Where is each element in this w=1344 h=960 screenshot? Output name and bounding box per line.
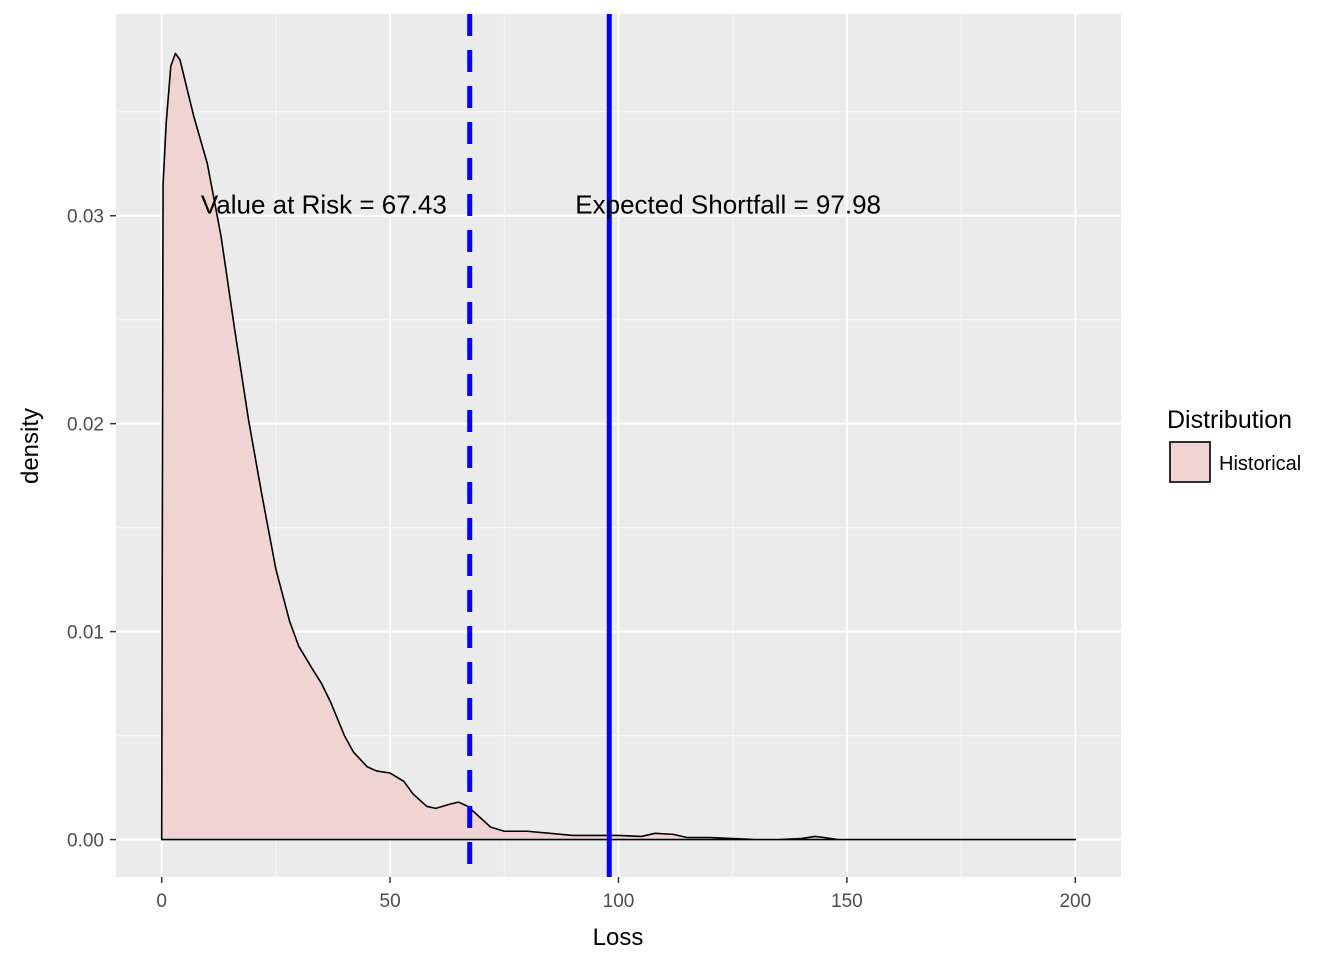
y-tick-label: 0.02 — [67, 415, 104, 436]
x-tick-label: 0 — [156, 891, 167, 912]
x-tick-label: 50 — [380, 891, 401, 912]
y-tick-label: 0.00 — [67, 831, 104, 852]
legend-entries: Historical — [1169, 441, 1301, 483]
y-tick-label: 0.01 — [67, 623, 104, 644]
x-axis: 0 50 100 150 200 — [156, 877, 1091, 912]
x-tick-label: 100 — [603, 891, 635, 912]
es-annotation: Expected Shortfall = 97.98 — [575, 190, 881, 220]
x-tick-label: 150 — [831, 891, 863, 912]
var-annotation: Value at Risk = 67.43 — [201, 190, 447, 220]
x-axis-title: Loss — [593, 924, 644, 951]
density-area — [160, 52, 1077, 841]
legend-label: Historical — [1219, 453, 1301, 475]
y-axis: 0.00 0.01 0.02 0.03 — [67, 207, 116, 852]
x-tick-label: 200 — [1059, 891, 1091, 912]
y-tick-label: 0.03 — [67, 207, 104, 228]
y-axis-title: density — [17, 408, 44, 484]
legend-key — [1169, 441, 1211, 483]
legend-title: Distribution — [1167, 406, 1292, 434]
legend: Distribution Historical — [1167, 406, 1301, 483]
density-series — [160, 52, 1077, 841]
annotations: Value at Risk = 67.43 Expected Shortfall … — [201, 190, 881, 220]
reference-lines — [467, 14, 612, 877]
